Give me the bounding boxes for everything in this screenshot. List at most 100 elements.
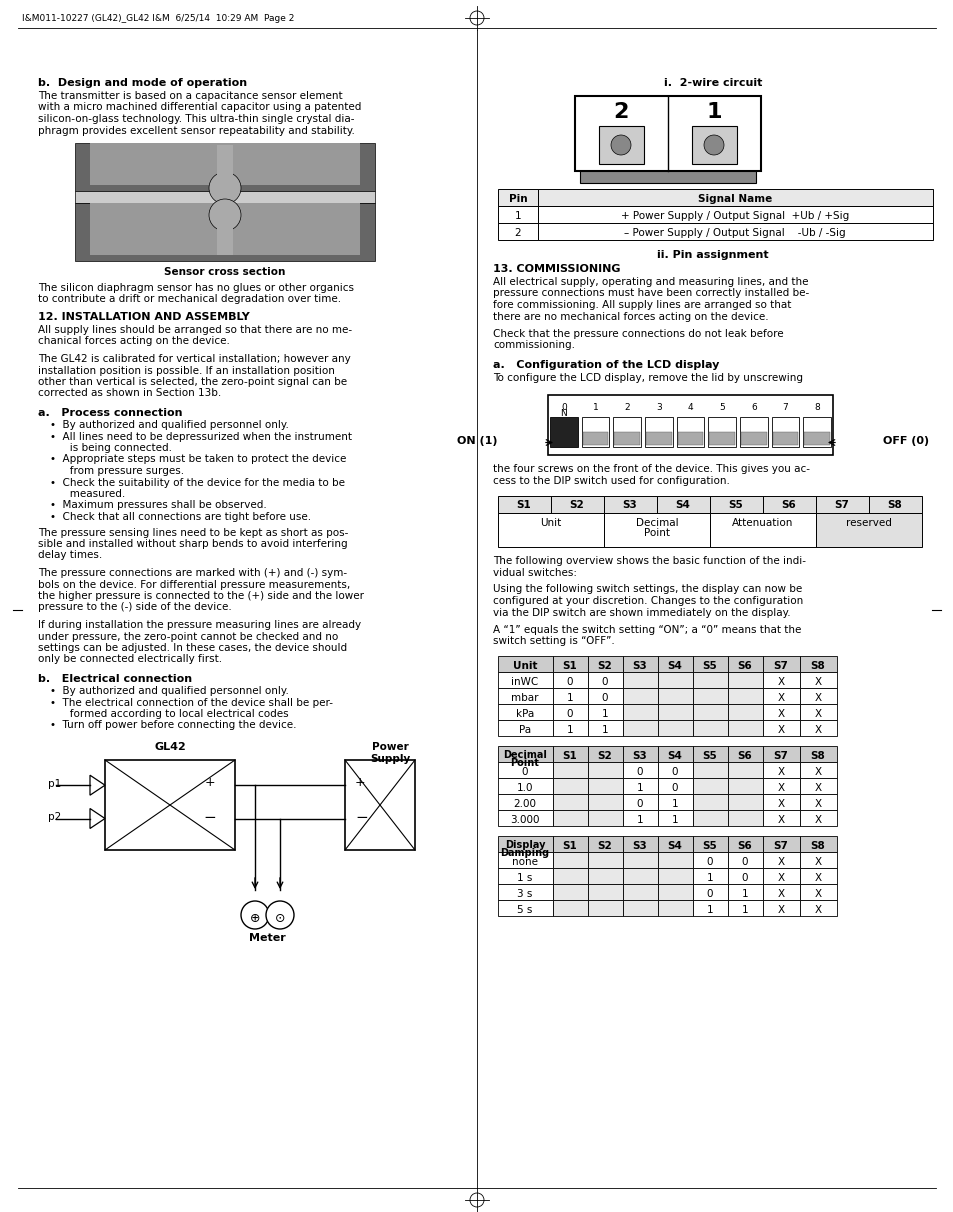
Bar bbox=[709, 496, 762, 513]
Bar bbox=[727, 747, 762, 762]
Text: 1: 1 bbox=[566, 725, 573, 734]
Text: −: − bbox=[203, 810, 216, 824]
Text: ON (1): ON (1) bbox=[457, 436, 497, 446]
Text: All supply lines should be arranged so that there are no me-: All supply lines should be arranged so t… bbox=[38, 325, 352, 335]
Bar bbox=[762, 884, 800, 901]
Text: corrected as shown in Section 13b.: corrected as shown in Section 13b. bbox=[38, 389, 221, 399]
Bar bbox=[497, 513, 603, 547]
Text: bols on the device. For differential pressure measurements,: bols on the device. For differential pre… bbox=[38, 579, 350, 589]
Text: X: X bbox=[814, 888, 821, 899]
Text: S6: S6 bbox=[781, 501, 796, 510]
Bar bbox=[553, 671, 587, 688]
Bar bbox=[497, 868, 553, 884]
Text: Using the following switch settings, the display can now be: Using the following switch settings, the… bbox=[493, 584, 801, 595]
Text: The following overview shows the basic function of the indi-: The following overview shows the basic f… bbox=[493, 556, 805, 566]
Text: other than vertical is selected, the zero-point signal can be: other than vertical is selected, the zer… bbox=[38, 377, 347, 387]
Bar bbox=[692, 778, 727, 794]
Bar bbox=[622, 704, 658, 720]
Text: 1: 1 bbox=[706, 873, 713, 884]
Bar bbox=[692, 704, 727, 720]
Bar bbox=[692, 901, 727, 916]
Text: X: X bbox=[777, 814, 783, 825]
Text: S8: S8 bbox=[810, 751, 824, 761]
Bar bbox=[868, 496, 921, 513]
Bar bbox=[658, 688, 692, 704]
Bar bbox=[802, 417, 830, 446]
Text: p1: p1 bbox=[48, 779, 61, 789]
Text: 1: 1 bbox=[671, 799, 678, 808]
Bar bbox=[657, 496, 709, 513]
Text: S2: S2 bbox=[569, 501, 584, 510]
Text: kPa: kPa bbox=[516, 709, 534, 719]
Bar bbox=[762, 688, 800, 704]
Text: All electrical supply, operating and measuring lines, and the: All electrical supply, operating and mea… bbox=[493, 278, 807, 287]
Text: pressure connections must have been correctly installed be-: pressure connections must have been corr… bbox=[493, 288, 808, 298]
Bar bbox=[658, 747, 692, 762]
Text: S6: S6 bbox=[737, 751, 752, 761]
Polygon shape bbox=[90, 143, 359, 185]
Text: Pa: Pa bbox=[518, 725, 531, 734]
Text: sible and installed without sharp bends to avoid interfering: sible and installed without sharp bends … bbox=[38, 539, 347, 549]
Bar bbox=[622, 836, 658, 852]
Bar bbox=[692, 656, 727, 671]
Bar bbox=[581, 417, 609, 446]
Bar bbox=[658, 884, 692, 901]
Bar bbox=[497, 206, 537, 223]
Bar bbox=[800, 688, 836, 704]
Bar bbox=[622, 671, 658, 688]
Bar bbox=[587, 794, 622, 810]
Bar bbox=[587, 836, 622, 852]
Text: there are no mechanical forces acting on the device.: there are no mechanical forces acting on… bbox=[493, 311, 768, 321]
Bar bbox=[771, 417, 799, 446]
Text: installation position is possible. If an installation position: installation position is possible. If an… bbox=[38, 366, 335, 376]
Text: 1: 1 bbox=[636, 783, 642, 793]
Text: S2: S2 bbox=[597, 841, 612, 851]
Text: S8: S8 bbox=[810, 661, 824, 671]
Text: 3: 3 bbox=[656, 402, 661, 412]
Bar bbox=[800, 884, 836, 901]
Bar bbox=[497, 688, 553, 704]
Text: 0: 0 bbox=[636, 799, 642, 808]
Bar bbox=[622, 868, 658, 884]
Text: The pressure sensing lines need to be kept as short as pos-: The pressure sensing lines need to be ke… bbox=[38, 527, 348, 537]
Text: S2: S2 bbox=[597, 751, 612, 761]
Text: X: X bbox=[814, 873, 821, 884]
Text: 0: 0 bbox=[671, 783, 678, 793]
Text: 12. INSTALLATION AND ASSEMBLY: 12. INSTALLATION AND ASSEMBLY bbox=[38, 311, 250, 322]
Text: •  By authorized and qualified personnel only.: • By authorized and qualified personnel … bbox=[50, 421, 289, 430]
Bar bbox=[740, 431, 766, 445]
Text: S7: S7 bbox=[834, 501, 848, 510]
Text: none: none bbox=[512, 857, 537, 867]
Text: 0: 0 bbox=[521, 767, 528, 777]
Text: a.   Configuration of the LCD display: a. Configuration of the LCD display bbox=[493, 360, 719, 370]
Bar bbox=[762, 656, 800, 671]
Polygon shape bbox=[75, 143, 375, 191]
Bar bbox=[658, 704, 692, 720]
Bar bbox=[677, 431, 702, 445]
Text: mbar: mbar bbox=[511, 693, 538, 703]
Bar bbox=[803, 431, 829, 445]
Text: X: X bbox=[777, 799, 783, 808]
Text: S2: S2 bbox=[597, 661, 612, 671]
Text: •  Check the suitability of the device for the media to be: • Check the suitability of the device fo… bbox=[50, 478, 345, 487]
Text: •  Maximum pressures shall be observed.: • Maximum pressures shall be observed. bbox=[50, 501, 267, 510]
Text: 2: 2 bbox=[613, 102, 628, 122]
Text: The GL42 is calibrated for vertical installation; however any: The GL42 is calibrated for vertical inst… bbox=[38, 354, 351, 364]
Text: •  By authorized and qualified personnel only.: • By authorized and qualified personnel … bbox=[50, 686, 289, 696]
Bar bbox=[692, 884, 727, 901]
Bar bbox=[658, 720, 692, 736]
Bar bbox=[762, 868, 800, 884]
Text: S4: S4 bbox=[675, 501, 690, 510]
Bar bbox=[727, 762, 762, 778]
Circle shape bbox=[209, 172, 241, 204]
Bar bbox=[547, 394, 832, 454]
Bar bbox=[740, 417, 767, 446]
Bar bbox=[727, 901, 762, 916]
Text: Damping: Damping bbox=[500, 848, 549, 858]
Bar bbox=[216, 215, 233, 255]
Text: GL42: GL42 bbox=[154, 742, 186, 751]
Bar bbox=[727, 868, 762, 884]
Text: The silicon diaphragm sensor has no glues or other organics: The silicon diaphragm sensor has no glue… bbox=[38, 282, 354, 293]
Text: 0: 0 bbox=[566, 678, 573, 687]
Bar bbox=[727, 852, 762, 868]
